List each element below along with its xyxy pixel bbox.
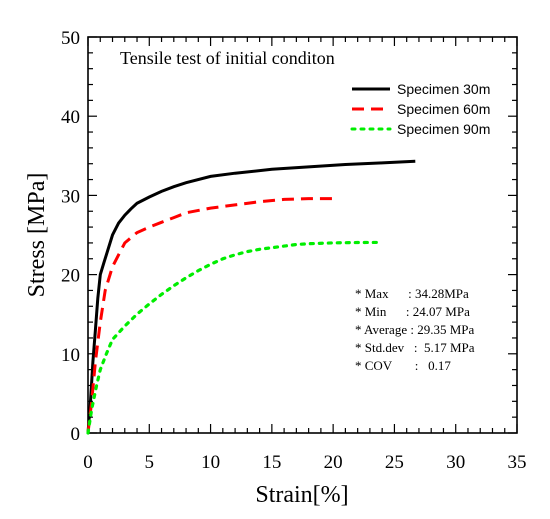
stats-line: * Max : 34.28MPa <box>355 286 469 301</box>
y-axis-label: Stress [MPa] <box>24 173 50 298</box>
series-line-3 <box>86 240 384 435</box>
y-tick-label: 40 <box>61 107 80 128</box>
series-layer <box>86 159 416 435</box>
chart-title: Tensile test of initial conditon <box>120 48 335 68</box>
stats-annotations: * Max : 34.28MPa * Min : 24.07 MPa * Avera… <box>355 286 475 373</box>
y-tick-label: 20 <box>61 266 80 287</box>
y-tick-label: 10 <box>61 345 80 366</box>
plot-frame <box>87 36 518 434</box>
stats-line: * Min : 24.07 MPa <box>355 304 470 319</box>
axis-ticks: 0 5 10 15 20 25 30 35 0 10 20 30 40 50 <box>61 28 527 473</box>
legend-label: Specimen 60m <box>397 101 490 117</box>
stats-line: * Std.dev : 5.17 MPa <box>355 340 475 355</box>
x-tick-label: 20 <box>324 452 343 473</box>
x-tick-label: 30 <box>446 452 465 473</box>
y-tick-label: 50 <box>61 28 80 49</box>
y-tick-label: 30 <box>61 186 80 207</box>
legend-label: Specimen 30m <box>397 81 490 97</box>
x-tick-label: 0 <box>83 452 93 473</box>
x-tick-label: 5 <box>145 452 155 473</box>
stats-line: * Average : 29.35 MPa <box>355 322 474 337</box>
stats-line: * COV : 0.17 <box>355 358 451 373</box>
x-tick-label: 15 <box>262 452 281 473</box>
x-axis-label: Strain[%] <box>255 482 348 508</box>
x-tick-label: 35 <box>508 452 527 473</box>
y-tick-label: 0 <box>71 424 81 445</box>
x-tick-label: 10 <box>201 452 220 473</box>
series-line-2 <box>86 197 334 434</box>
legend-label: Specimen 90m <box>397 121 490 137</box>
series-line-1 <box>86 159 416 434</box>
legend: Specimen 30m Specimen 60m Specimen 90m <box>350 81 490 137</box>
x-tick-label: 25 <box>385 452 404 473</box>
